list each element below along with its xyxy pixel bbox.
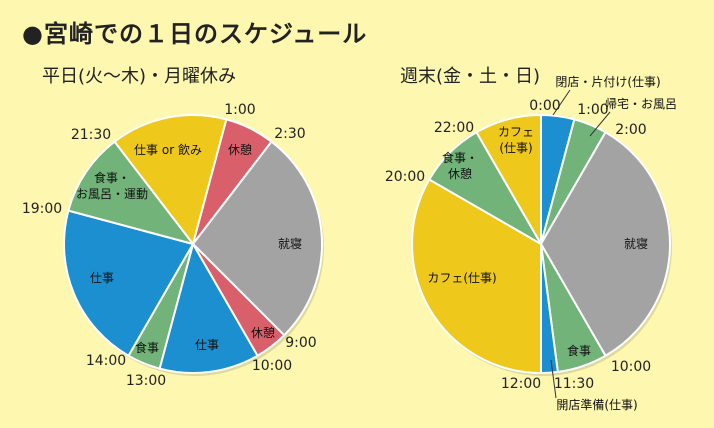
slice-label: 帰宅・お風呂 [605, 96, 677, 111]
time-tick-label: 10:00 [611, 359, 651, 375]
leader-line [589, 111, 611, 137]
time-tick-label: 14:00 [86, 353, 126, 369]
slice-label: 仕事 [90, 271, 114, 285]
slice-label: 食事 [135, 340, 159, 355]
slice-label: 仕事 [195, 338, 219, 352]
slice-label: カフェ(仕事) [498, 125, 534, 155]
slice-label: 閉店・片付け(仕事) [555, 75, 660, 89]
pie-slice [67, 140, 196, 246]
time-tick-label: 13:00 [126, 373, 166, 389]
slice-label: 食事 [567, 343, 591, 358]
time-tick-label: 9:00 [285, 335, 316, 351]
pie-slice [158, 241, 259, 374]
leader-line [550, 359, 557, 399]
time-tick-label: 20:00 [385, 169, 425, 185]
pie-slice [475, 113, 542, 248]
time-tick-label: 2:00 [615, 122, 646, 138]
slice-label: 食事・お風呂・運動 [76, 170, 148, 201]
pie-slice [411, 178, 542, 375]
slice-label: 仕事 or 飲み [134, 142, 202, 157]
slice-label: カフェ(仕事) [427, 271, 496, 285]
pie-slice [539, 130, 671, 358]
time-tick-label: 12:00 [501, 376, 541, 392]
weekday-chart-title: 平日(火～木)・月曜休み [42, 66, 237, 87]
pie-slice [63, 209, 195, 358]
slice-label: 就寝 [278, 236, 302, 251]
time-tick-label: 11:30 [554, 376, 594, 392]
slice-label: 休憩 [251, 325, 275, 340]
time-tick-label: 21:30 [71, 127, 111, 143]
pie-chart-0: 仕事 or 飲み 休憩就寝休憩仕事食事仕事食事・お風呂・運動1:002:309:0… [22, 102, 324, 389]
slice-label: 就寝 [624, 236, 648, 251]
weekend-chart-title: 週末(金・土・日) [400, 66, 541, 87]
slice-label: 休憩 [228, 142, 252, 157]
slice-label: 開店準備(仕事) [556, 397, 637, 412]
time-tick-label: 10:00 [252, 358, 292, 374]
pie-slice [191, 140, 323, 337]
leader-line [552, 89, 571, 116]
page-title: ●宮崎での１日のスケジュール [22, 20, 368, 48]
time-tick-label: 19:00 [22, 201, 62, 217]
time-tick-label: 0:00 [529, 98, 560, 114]
time-tick-label: 1:00 [577, 102, 608, 118]
slice-label: 食事・休憩 [442, 150, 478, 181]
time-tick-label: 1:00 [224, 102, 255, 118]
pie-slice [113, 114, 228, 247]
time-tick-label: 2:30 [274, 126, 305, 142]
time-tick-label: 22:00 [434, 120, 474, 136]
